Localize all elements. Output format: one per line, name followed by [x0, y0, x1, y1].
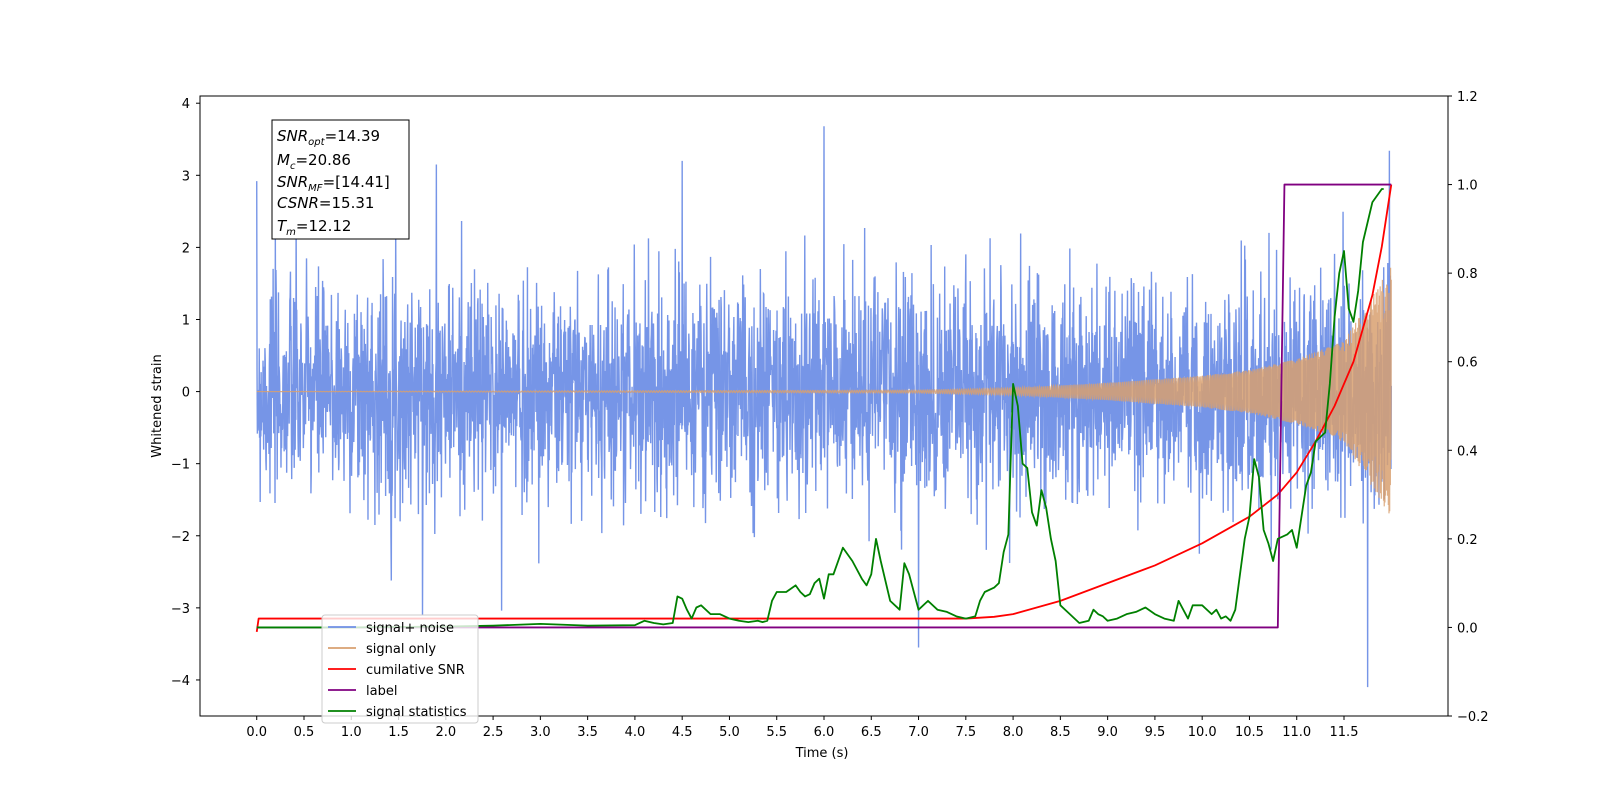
y-tick-label: −3 [171, 602, 190, 617]
x-tick-label: 3.0 [530, 725, 551, 740]
plot-area [255, 126, 1393, 688]
legend-label: signal+ noise [366, 621, 454, 636]
y2-tick-label: 1.2 [1457, 90, 1478, 105]
x-tick-label: 4.5 [672, 725, 693, 740]
y-axis-ticks: 4 3 2 1 0 −1 −2 −3 −4 [171, 97, 200, 689]
x-tick-label: 11.0 [1282, 725, 1311, 740]
x-axis-ticks: 0.0 0.5 1.0 1.5 2.0 2.5 3.0 3.5 4.0 4.5 5.0 5.5 6.0 6… [246, 716, 1358, 740]
y-tick-label: −1 [171, 458, 190, 473]
series-signal-statistics [256, 188, 1384, 629]
legend-label: signal statistics [366, 705, 467, 720]
x-tick-label: 0.5 [294, 725, 315, 740]
x-tick-label: 7.5 [955, 725, 976, 740]
x-tick-label: 6.0 [814, 725, 835, 740]
y2-tick-label: 0.2 [1457, 533, 1478, 548]
y-tick-label: 1 [182, 313, 190, 328]
x-tick-label: 8.0 [1003, 725, 1024, 740]
annotation-snr-opt: SNRopt=14.39 [277, 127, 380, 148]
annotation-snr-mf: SNRMF=[14.41] [277, 173, 390, 194]
legend: signal+ noise signal only cumilative SNR la… [321, 614, 479, 724]
y2-tick-label: 0.8 [1457, 267, 1478, 282]
y2-tick-label: 0.0 [1457, 621, 1478, 636]
x-tick-label: 1.0 [341, 725, 362, 740]
y-tick-label: −2 [171, 530, 190, 545]
series-signal-only [256, 267, 1392, 514]
legend-label: signal only [366, 642, 436, 657]
legend-label: label [366, 684, 397, 699]
x-tick-label: 1.5 [388, 725, 409, 740]
x-tick-label: 10.5 [1235, 725, 1264, 740]
x-tick-label: 3.5 [577, 725, 598, 740]
x-tick-label: 2.0 [435, 725, 456, 740]
legend-label: cumilative SNR [366, 663, 465, 678]
y2-tick-label: 0.4 [1457, 444, 1478, 459]
y-tick-label: 3 [182, 169, 190, 184]
y-tick-label: 4 [182, 97, 190, 112]
x-tick-label: 11.5 [1330, 725, 1359, 740]
y-axis-label: Whitened strain [150, 354, 165, 457]
y2-axis-ticks: 1.2 1.0 0.8 0.6 0.4 0.2 0.0 −0.2 [1448, 90, 1489, 725]
y-tick-label: 2 [182, 241, 190, 256]
x-tick-label: 2.5 [483, 725, 504, 740]
series-label [256, 183, 1392, 629]
x-tick-label: 9.0 [1097, 725, 1118, 740]
x-tick-label: 7.0 [908, 725, 929, 740]
x-axis-label: Time (s) [795, 746, 849, 761]
y2-tick-label: −0.2 [1457, 710, 1489, 725]
annotation-mc: Mc=20.86 [277, 151, 351, 172]
x-tick-label: 5.5 [766, 725, 787, 740]
y2-tick-label: 0.6 [1457, 356, 1478, 371]
y2-tick-label: 1.0 [1457, 179, 1478, 194]
legend-entries: signal+ noise signal only cumilative SNR la… [328, 621, 467, 720]
x-tick-label: 4.0 [625, 725, 646, 740]
x-tick-label: 5.0 [719, 725, 740, 740]
y-tick-label: 0 [182, 386, 190, 401]
x-tick-label: 0.0 [246, 725, 267, 740]
series-cumulative-snr [255, 184, 1393, 632]
x-tick-label: 9.5 [1145, 725, 1166, 740]
x-tick-label: 8.5 [1050, 725, 1071, 740]
annotation-csnr: CSNR=15.31 [277, 194, 374, 212]
y-tick-label: −4 [171, 674, 190, 689]
x-tick-label: 6.5 [861, 725, 882, 740]
annotation-tm: Tm=12.12 [277, 217, 351, 238]
legend-box [321, 614, 479, 724]
x-tick-label: 10.0 [1188, 725, 1217, 740]
annotation-box: SNRopt=14.39 Mc=20.86 SNRMF=[14.41] CSNR… [271, 119, 410, 240]
